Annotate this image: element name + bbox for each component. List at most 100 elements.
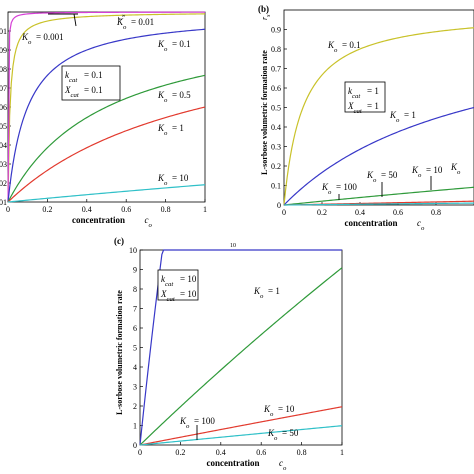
- series-label-symbol: Ko: [321, 182, 332, 196]
- y-axis-label: L-sorbose volumetric formation rate: [260, 50, 269, 175]
- x-tick-label: 0.2: [175, 448, 185, 457]
- x-tick-label: 0: [138, 448, 142, 457]
- x-tick-label: 0.6: [121, 205, 131, 214]
- y-tick-label: 0.1: [271, 182, 281, 191]
- xcat-value: = 0.1: [84, 85, 103, 95]
- kcat-value: = 10: [180, 274, 197, 284]
- series-label-symbol: Ko: [157, 90, 168, 104]
- x-tick-label: 0.2: [317, 208, 327, 217]
- kcat-symbol: kcat: [161, 274, 174, 288]
- y-tick-label: 8: [133, 285, 137, 294]
- y-tick-label: 0.6: [271, 84, 281, 93]
- series-label: = 0.1: [342, 40, 361, 50]
- x-tick-label: 0: [6, 205, 10, 214]
- series-label: = 100: [336, 182, 357, 192]
- series-label-symbol: Ko: [157, 39, 168, 53]
- y-tick-label: 0.4: [271, 123, 281, 132]
- series-label: = 10: [278, 404, 295, 414]
- series-label: = 50: [282, 428, 299, 438]
- y-tick-label: 03: [0, 160, 7, 169]
- x-tick-label: 0.4: [216, 448, 226, 457]
- series-label: = 0.001: [36, 32, 64, 42]
- y-tick-label: 5: [133, 344, 137, 353]
- series-label-symbol: Ko: [450, 162, 461, 176]
- y-tick-label: 0.7: [271, 65, 281, 74]
- y-tick-label: 3: [133, 383, 137, 392]
- y-tick-label: 0.8: [271, 45, 281, 54]
- xcat-value: = 10: [180, 289, 197, 299]
- series-label-symbol: Ko: [157, 123, 168, 137]
- series-label: = 10: [172, 173, 189, 183]
- series-line-1: [139, 249, 342, 446]
- kcat-symbol: kcat: [65, 70, 78, 84]
- y-tick-label: 2: [133, 402, 137, 411]
- series-label-symbol: Ko: [116, 17, 127, 31]
- top-label: 10: [230, 243, 236, 249]
- y-tick-label: 6: [133, 324, 137, 333]
- series-label-symbol: Ko: [267, 428, 278, 442]
- parameter-box: [61, 65, 121, 101]
- y-tick-label: 0: [277, 201, 281, 210]
- series-line-4: [139, 425, 343, 446]
- series-line-5: [283, 202, 474, 206]
- xcat-symbol: Xcat: [347, 101, 363, 115]
- y-axis-symbol: rs: [260, 14, 272, 20]
- x-axis-symbol: co: [145, 215, 153, 229]
- y-tick-label: 0.2: [271, 162, 281, 171]
- series-label: = 0.5: [172, 90, 191, 100]
- x-axis-label: concentration: [345, 218, 398, 228]
- series-label: = 1: [404, 110, 416, 120]
- x-tick-label: 0.8: [297, 448, 307, 457]
- x-tick-label: 0.8: [161, 205, 171, 214]
- series-label-symbol: Ko: [179, 416, 190, 430]
- x-axis-label: concentration: [207, 458, 260, 468]
- y-axis-label: L-sorbose volumetric formation rate: [115, 290, 124, 415]
- parameter-box: [157, 269, 199, 301]
- parameter-box: [344, 81, 386, 113]
- x-axis-label: concentration: [72, 215, 125, 225]
- series-label-symbol: Ko: [253, 286, 264, 300]
- series-label-symbol: Ko: [263, 404, 274, 418]
- series-line-2: [283, 106, 474, 206]
- series-line-2: [139, 267, 343, 446]
- y-tick-label: 06: [0, 103, 7, 112]
- series-line-1: [7, 13, 206, 203]
- y-tick-label: 09: [0, 46, 7, 55]
- chart-panel-1: 0 0.2 0.4 0.6 0.8 1 01 02 03 04 05 06 07 08 09 01 co conc…: [0, 11, 207, 229]
- series-label: = 1: [268, 286, 280, 296]
- x-tick-label: 1: [340, 448, 344, 457]
- series-label: = 100: [194, 416, 215, 426]
- series-line-3: [7, 28, 206, 203]
- series-label: = 1: [172, 123, 184, 133]
- series-line-6: [7, 184, 206, 203]
- x-tick-label: 0.2: [42, 205, 52, 214]
- series-label-symbol: Ko: [157, 173, 168, 187]
- kcat-value: = 0.1: [84, 70, 103, 80]
- series-label-symbol: Ko: [389, 110, 400, 124]
- xcat-value: = 1: [367, 101, 379, 111]
- series-line-3: [283, 186, 474, 206]
- series-label: = 0.1: [172, 39, 191, 49]
- series-line-2: [7, 11, 205, 203]
- x-tick-label: 0: [282, 208, 286, 217]
- y-tick-label: 04: [0, 141, 7, 150]
- series-line-3: [139, 406, 343, 446]
- series-label: = 0.01: [131, 17, 154, 27]
- kcat-value: = 1: [367, 86, 379, 96]
- y-tick-label: 07: [0, 84, 7, 93]
- series-line-1: [283, 27, 474, 206]
- x-tick-label: 1: [203, 205, 207, 214]
- y-axis-symbol: rs: [115, 14, 127, 20]
- x-tick-label: 0.4: [355, 208, 365, 217]
- y-tick-label: 4: [133, 363, 137, 372]
- xcat-symbol: Xcat: [160, 289, 176, 303]
- series-line-5: [7, 106, 206, 203]
- label-pointer: [73, 13, 77, 27]
- x-axis-symbol: co: [279, 458, 287, 472]
- y-tick-label: 1: [133, 422, 137, 431]
- y-tick-label: 7: [133, 305, 137, 314]
- chart-panel-3: 0 0.2 0.4 0.6 0.8 1012345678910coconcentratio…: [114, 14, 344, 472]
- kcat-symbol: kcat: [348, 86, 361, 100]
- series-label: = 10: [426, 165, 443, 175]
- xcat-symbol: Xcat: [64, 85, 80, 99]
